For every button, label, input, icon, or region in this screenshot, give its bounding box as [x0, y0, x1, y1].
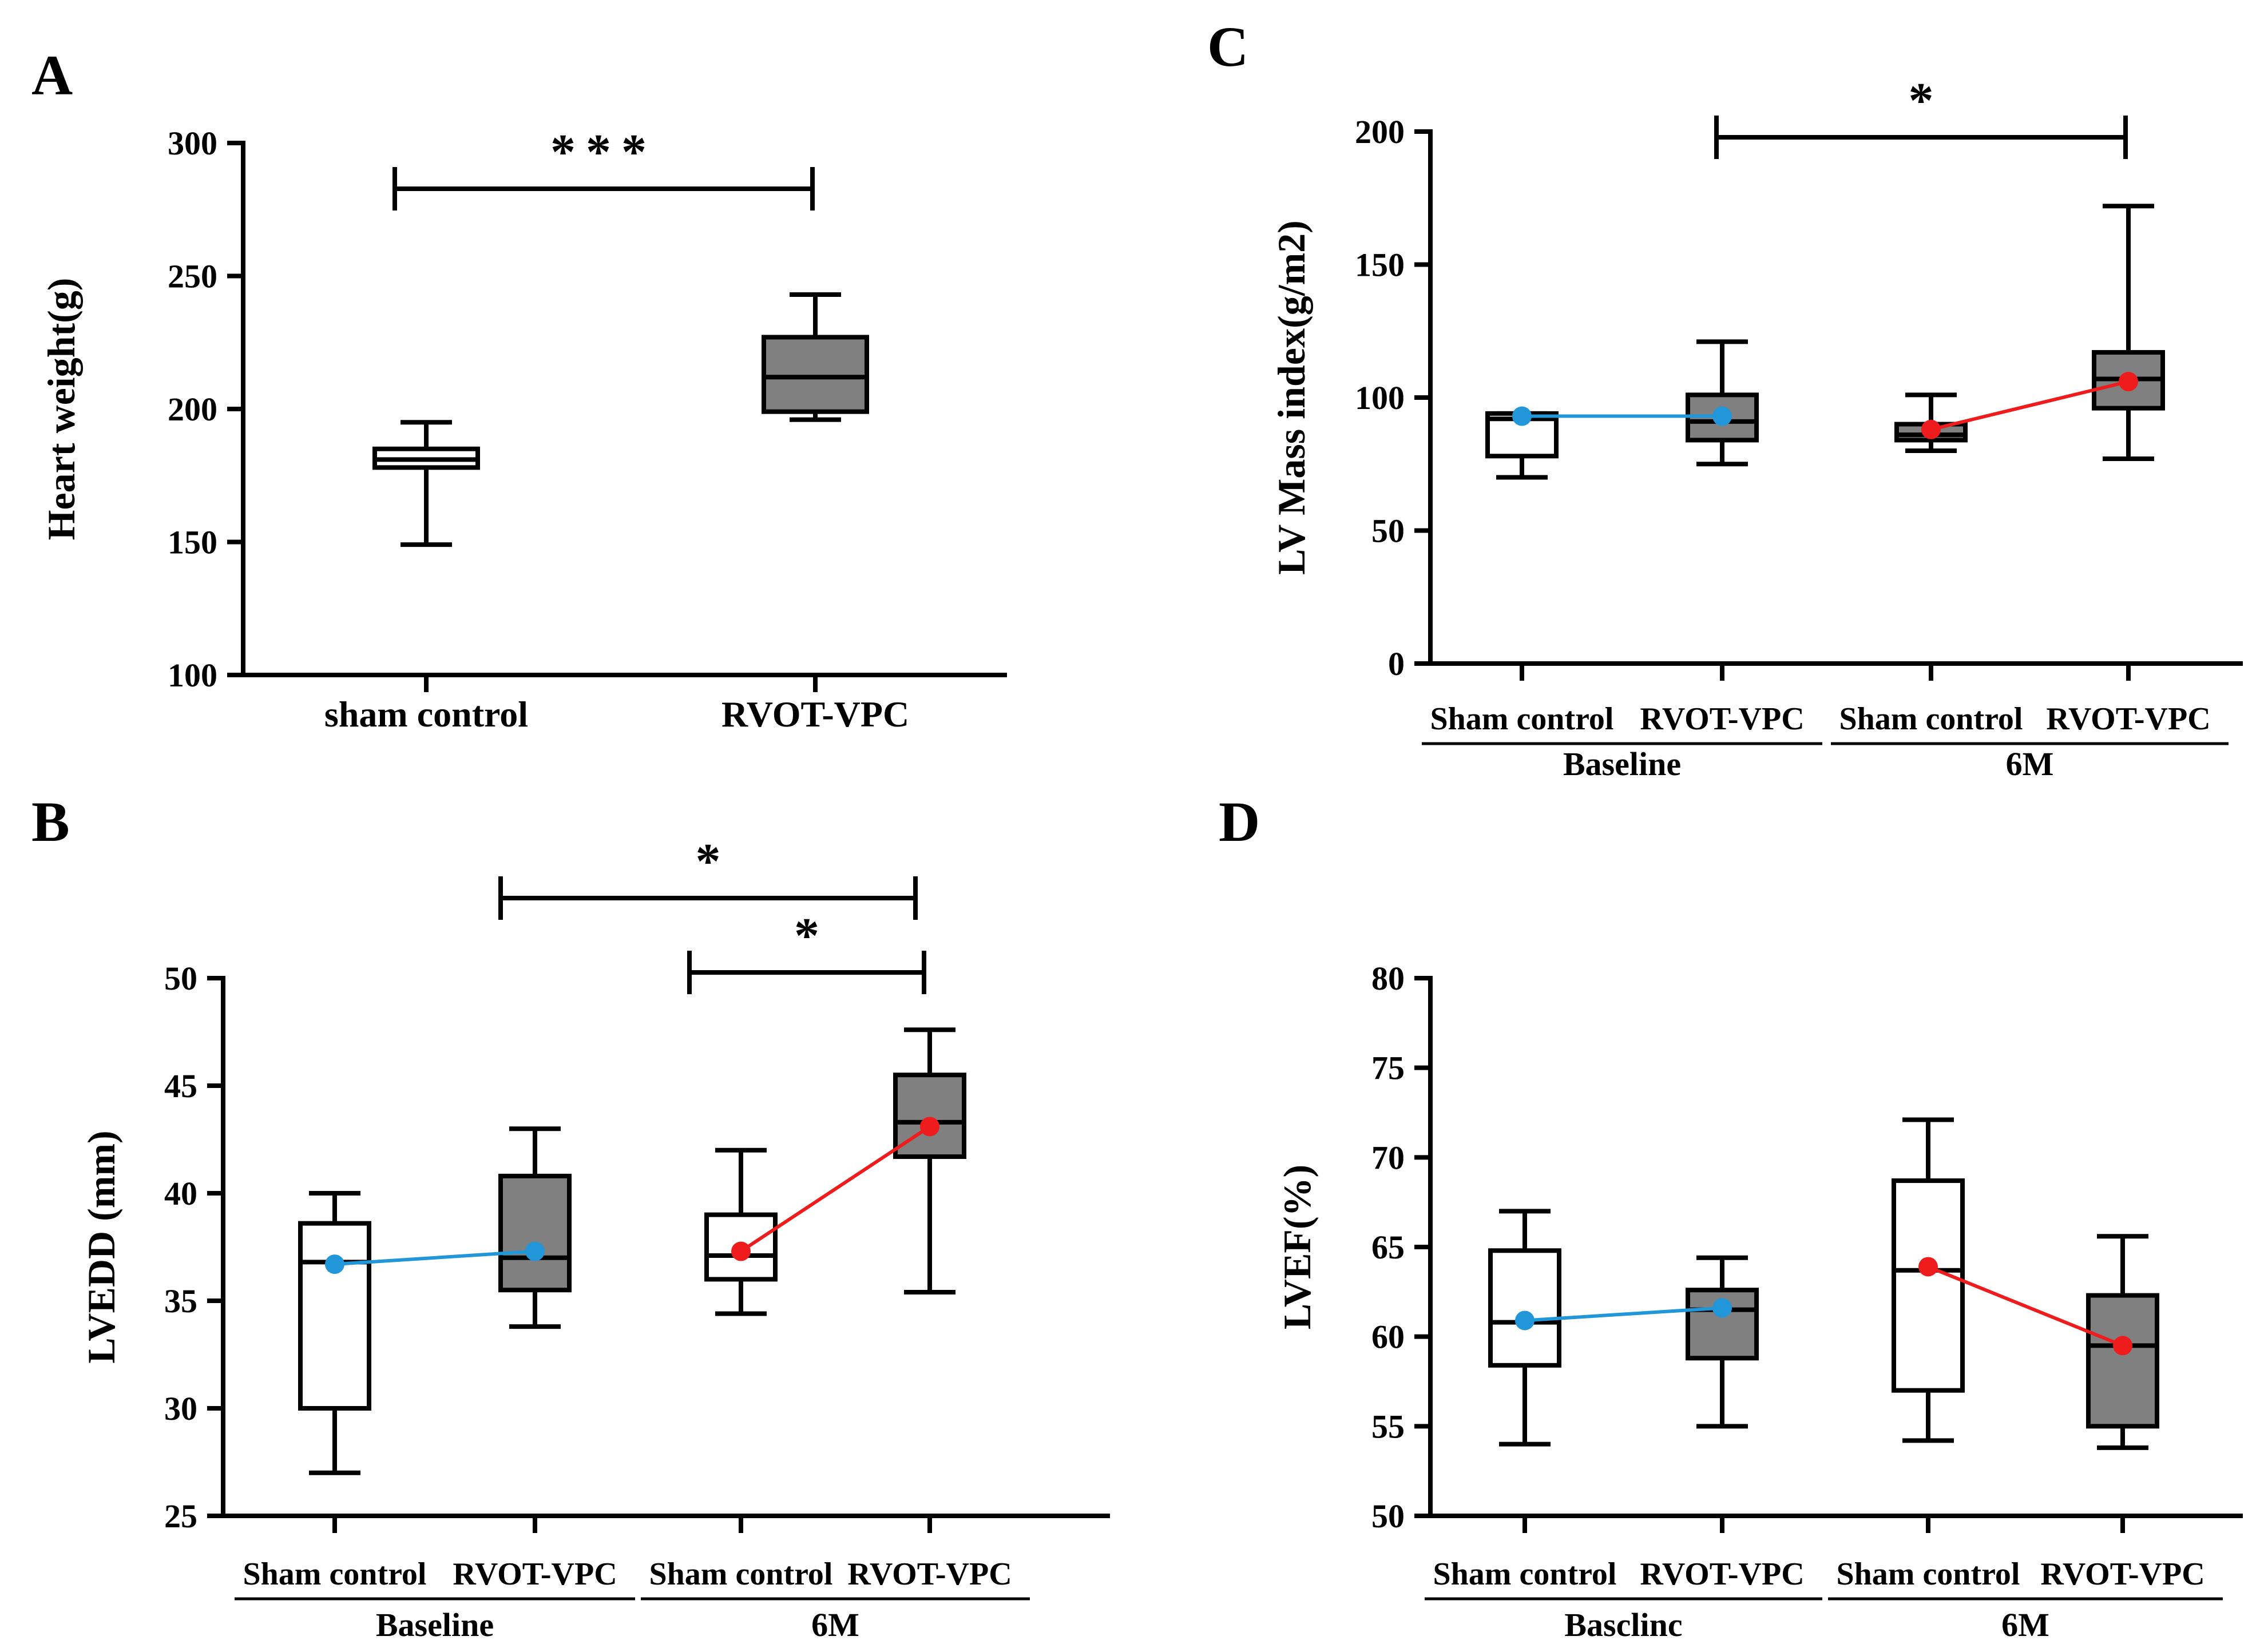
x-tick-label: RVOT-VPC: [2040, 1556, 2205, 1592]
box-iqr: [1488, 1248, 1561, 1368]
box-iqr: [298, 1221, 371, 1411]
box-iqr: [704, 1212, 778, 1282]
y-tick-label: 150: [168, 524, 217, 561]
y-tick-label: 150: [1355, 247, 1405, 284]
y-tick-label: 25: [164, 1498, 197, 1535]
group-label: 6M: [2001, 1606, 2049, 1643]
y-tick-label: 35: [164, 1282, 197, 1320]
mean-point: [731, 1241, 751, 1261]
y-tick-label: 70: [1371, 1139, 1405, 1176]
y-tick-label: 200: [1355, 113, 1405, 150]
x-tick-label: Sham control: [1839, 701, 2023, 737]
group-label: Basclinc: [1564, 1606, 1682, 1643]
x-tick-label: RVOT-VPC: [847, 1556, 1012, 1592]
y-tick-label: 30: [164, 1390, 197, 1427]
y-axis-title: LV Mass index(g/m2): [1270, 220, 1313, 575]
significance-label: *: [1909, 73, 1934, 129]
mean-point: [525, 1241, 545, 1261]
group-label: Baseline: [1563, 745, 1681, 783]
y-tick-label: 50: [1371, 1498, 1405, 1535]
mean-connector: [334, 1249, 536, 1266]
y-tick-label: 45: [164, 1067, 197, 1105]
x-tick-label: RVOT-VPC: [1640, 701, 1804, 737]
y-tick-label: 100: [168, 657, 217, 694]
mean-connector: [1930, 380, 2129, 431]
mean-point: [920, 1117, 939, 1137]
y-tick-label: 55: [1371, 1408, 1405, 1445]
x-tick-label: RVOT-VPC: [2046, 701, 2210, 737]
mean-point: [1918, 1257, 1938, 1277]
x-tick-label: RVOT-VPC: [721, 694, 909, 734]
x-tick-label: Sham control: [1430, 701, 1614, 737]
mean-point: [1515, 1311, 1535, 1331]
panel-letter: B: [31, 790, 70, 853]
group-label: Baseline: [376, 1606, 494, 1643]
box-iqr: [498, 1173, 572, 1293]
y-tick-label: 80: [1371, 960, 1405, 997]
y-tick-label: 75: [1371, 1050, 1405, 1087]
significance-label: *: [696, 834, 721, 889]
mean-point: [1712, 406, 1732, 426]
y-tick-label: 50: [164, 960, 197, 997]
group-label: 6M: [2006, 745, 2054, 783]
mean-connector: [740, 1125, 931, 1253]
y-tick-label: 0: [1388, 645, 1405, 682]
x-tick-label: RVOT-VPC: [1640, 1556, 1804, 1592]
y-tick-label: 200: [168, 391, 217, 428]
y-tick-label: 250: [168, 258, 217, 295]
panel-letter: A: [31, 43, 73, 107]
x-tick-label: Sham control: [1433, 1556, 1617, 1592]
y-tick-label: 40: [164, 1175, 197, 1212]
y-axis-title: LVEDD (mm): [80, 1130, 123, 1363]
x-tick-label: Sham control: [243, 1556, 427, 1592]
y-axis-title: LVEF(%): [1275, 1165, 1319, 1329]
y-tick-label: 300: [168, 125, 217, 162]
y-tick-label: 65: [1371, 1229, 1405, 1266]
y-axis-title: Heart weight(g): [39, 278, 83, 541]
mean-point: [1512, 406, 1532, 426]
x-tick-label: Sham control: [1837, 1556, 2020, 1592]
group-label: 6M: [811, 1606, 859, 1643]
panel-letter: C: [1207, 15, 1248, 78]
y-tick-label: 50: [1371, 513, 1405, 550]
mean-point: [1712, 1298, 1732, 1318]
mean-point: [325, 1254, 344, 1274]
mean-point: [2113, 1336, 2132, 1356]
panel-letter: D: [1219, 790, 1260, 853]
box-iqr: [762, 335, 869, 414]
x-tick-label: sham control: [324, 694, 528, 734]
y-tick-label: 100: [1355, 379, 1405, 416]
significance-label: ***: [550, 125, 657, 180]
mean-point: [1921, 419, 1941, 439]
mean-connector: [1927, 1265, 2124, 1348]
x-tick-label: RVOT-VPC: [453, 1556, 617, 1592]
significance-label: *: [794, 908, 819, 964]
mean-connector: [1524, 1306, 1723, 1323]
box-iqr: [1686, 1288, 1759, 1361]
x-tick-label: Sham control: [649, 1556, 833, 1592]
box-iqr: [2086, 1293, 2159, 1429]
y-tick-label: 60: [1371, 1319, 1405, 1356]
mean-point: [2119, 372, 2138, 392]
box-iqr: [1892, 1178, 1965, 1393]
